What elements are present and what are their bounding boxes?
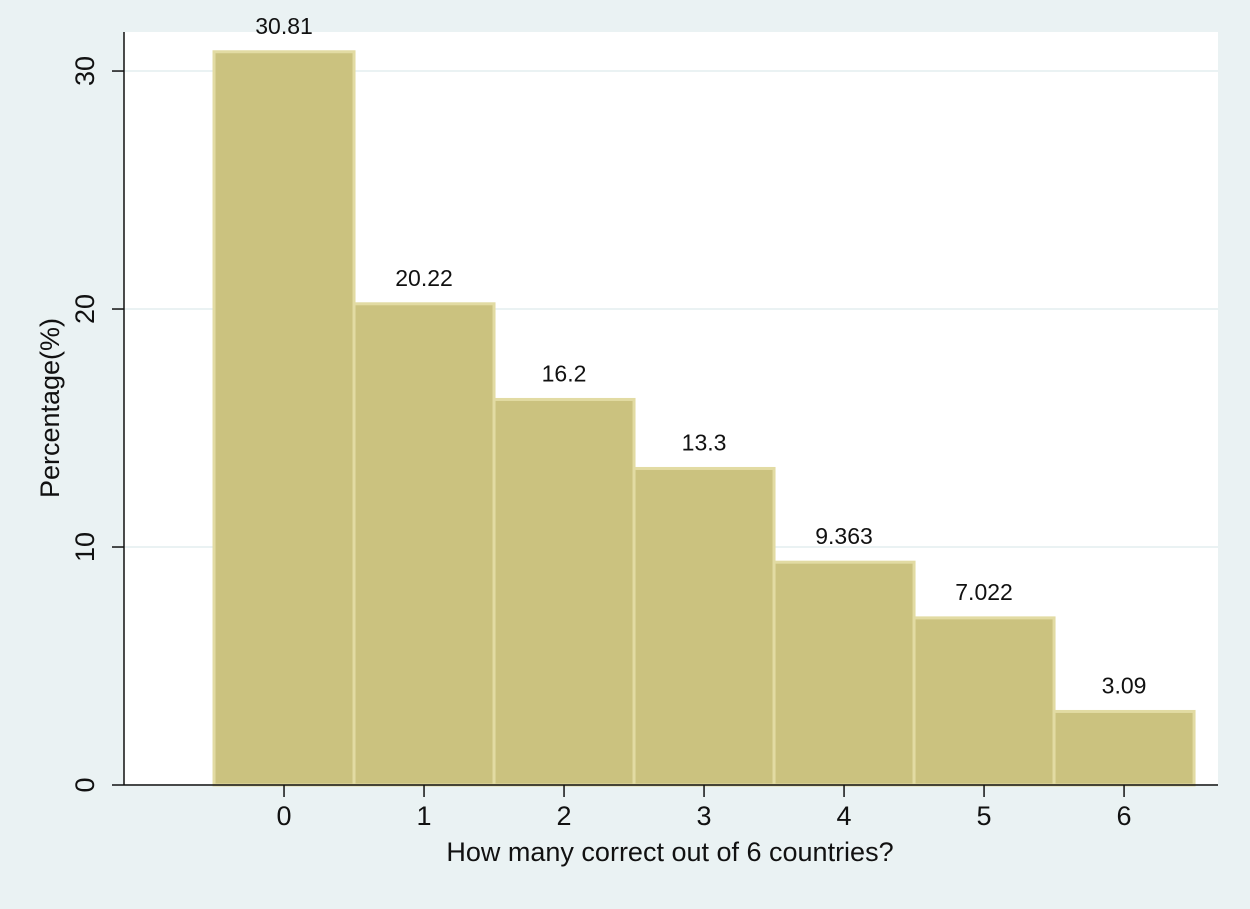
bar xyxy=(632,466,776,787)
bar xyxy=(352,302,496,787)
x-tick-label: 3 xyxy=(697,801,712,831)
bar xyxy=(772,560,916,787)
x-tick-label: 6 xyxy=(1117,801,1132,831)
data-label: 9.363 xyxy=(815,523,873,549)
y-tick-label: 0 xyxy=(70,777,100,792)
x-tick-label: 5 xyxy=(977,801,992,831)
bar xyxy=(912,616,1056,787)
x-tick-label: 4 xyxy=(837,801,852,831)
y-tick-label: 30 xyxy=(70,56,100,86)
data-label: 30.81 xyxy=(255,13,313,39)
bar xyxy=(492,397,636,787)
data-label: 20.22 xyxy=(395,265,453,291)
x-tick-label: 1 xyxy=(417,801,432,831)
x-tick-label: 0 xyxy=(277,801,292,831)
x-tick-label: 2 xyxy=(557,801,572,831)
data-label: 13.3 xyxy=(682,430,727,456)
x-axis-label: How many correct out of 6 countries? xyxy=(446,837,893,867)
y-tick-label: 20 xyxy=(70,294,100,324)
y-tick-label: 10 xyxy=(70,532,100,562)
bar xyxy=(1052,709,1196,787)
y-axis-label: Percentage(%) xyxy=(35,318,65,498)
data-label: 7.022 xyxy=(955,579,1013,605)
data-label: 16.2 xyxy=(542,361,587,387)
data-label: 3.09 xyxy=(1102,673,1147,699)
bar xyxy=(212,50,356,787)
